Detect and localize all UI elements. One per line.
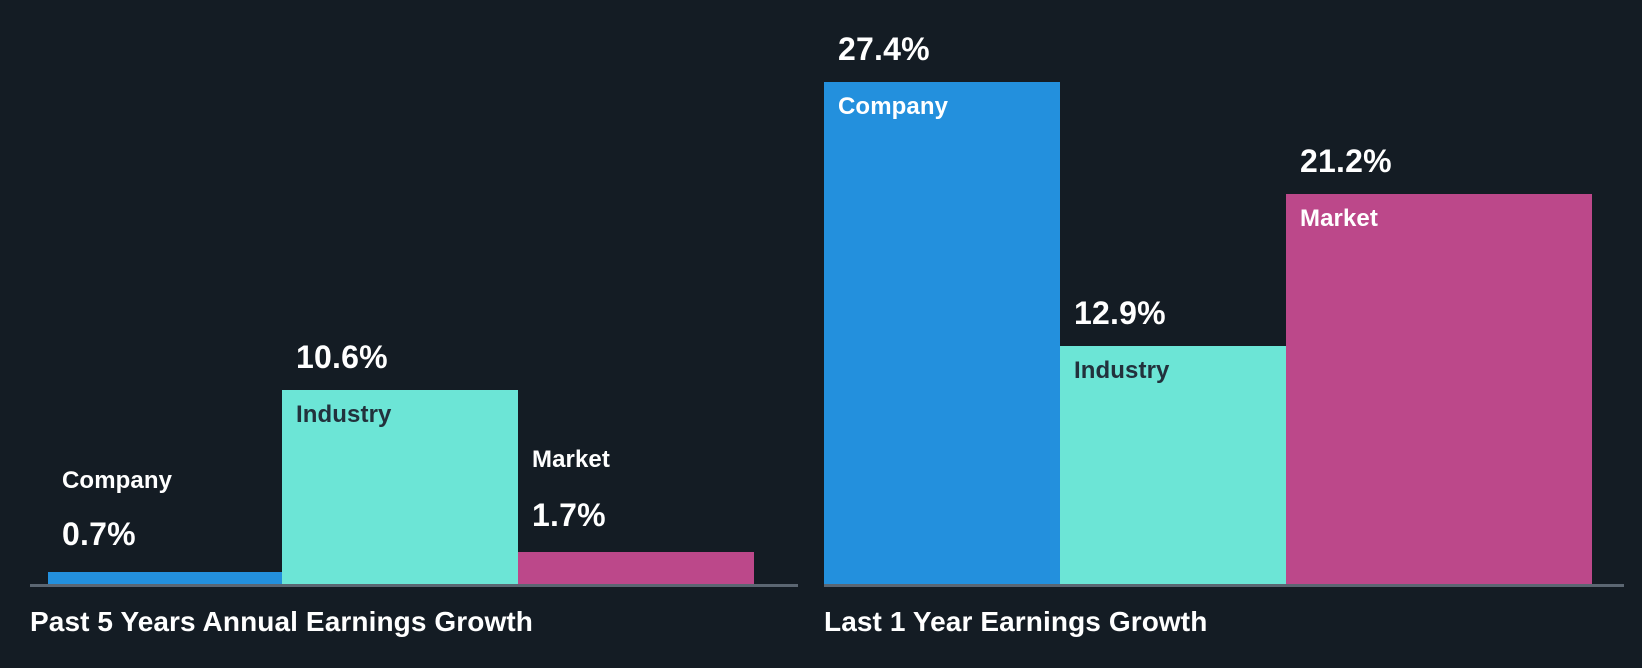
axis-baseline-left: [30, 584, 798, 587]
bar-company-right[interactable]: Company: [824, 82, 1060, 584]
plot-area-left: Company 0.7% Industry 10.6% Market 1.7%: [0, 84, 810, 584]
chart-past-5-years-annual-earnings-growth: Company 0.7% Industry 10.6% Market 1.7% …: [0, 0, 810, 668]
bar-value-industry-left: 10.6%: [296, 339, 388, 375]
bar-value-company-right: 27.4%: [838, 31, 930, 67]
bar-industry-left[interactable]: Industry: [282, 390, 518, 584]
bar-market-left[interactable]: [518, 552, 754, 584]
bar-label-company-right: Company: [838, 93, 949, 120]
bar-label-market-left: Market: [532, 446, 610, 473]
bar-value-company-left: 0.7%: [62, 516, 136, 552]
axis-baseline-right: [824, 584, 1624, 587]
bar-label-industry-right: Industry: [1074, 357, 1170, 384]
bar-industry-right[interactable]: Industry: [1060, 346, 1296, 584]
bar-label-company-left: Company: [62, 467, 173, 494]
bar-value-market-left: 1.7%: [532, 497, 606, 533]
plot-area-right: Company 27.4% Industry 12.9% Market 21.2…: [810, 31, 1642, 584]
bar-value-industry-right: 12.9%: [1074, 295, 1166, 331]
chart-title-left: Past 5 Years Annual Earnings Growth: [30, 606, 533, 637]
bar-label-market-right: Market: [1300, 205, 1378, 232]
bar-label-industry-left: Industry: [296, 401, 392, 428]
chart-last-1-year-earnings-growth: Company 27.4% Industry 12.9% Market 21.2…: [810, 0, 1642, 668]
bar-market-right[interactable]: Market: [1286, 194, 1592, 584]
chart-title-right: Last 1 Year Earnings Growth: [824, 606, 1208, 637]
bar-value-market-right: 21.2%: [1300, 143, 1392, 179]
bar-company-left[interactable]: [48, 572, 282, 584]
